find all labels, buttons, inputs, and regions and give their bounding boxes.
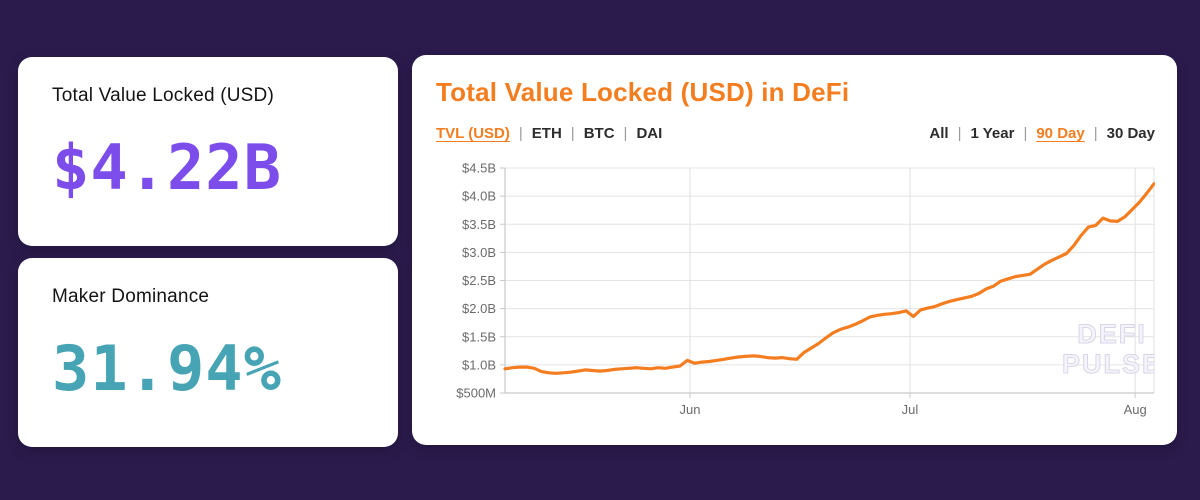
tvl-series-line (503, 182, 1156, 375)
y-axis-tick-label: $1.0B (462, 357, 496, 372)
metric-value-maker-dominance: 31.94% (52, 332, 282, 405)
metric-label-maker-dominance: Maker Dominance (52, 286, 210, 307)
range-tab-all[interactable]: All (929, 125, 949, 142)
y-axis-tick-label: $4.5B (462, 161, 496, 176)
range-tab-90-day[interactable]: 90 Day (1036, 125, 1085, 142)
tab-separator: | (623, 125, 628, 142)
series-tab-dai[interactable]: DAI (636, 125, 663, 142)
y-axis-tick-label: $3.5B (462, 217, 496, 232)
y-axis-tick-label: $4.0B (462, 189, 496, 204)
metric-label-total-value-locked: Total Value Locked (USD) (52, 85, 274, 106)
range-tab-1-year[interactable]: 1 Year (970, 125, 1015, 142)
metric-card-maker-dominance: Maker Dominance 31.94% (18, 258, 398, 447)
tab-separator: | (518, 125, 523, 142)
series-tab-eth[interactable]: ETH (531, 125, 562, 142)
tab-separator: | (1023, 125, 1028, 142)
metric-value-total-value-locked: $4.22B (52, 131, 282, 204)
range-tabs: All | 1 Year | 90 Day | 30 Day (929, 125, 1155, 142)
x-axis-tick-label: Jun (679, 402, 700, 417)
tab-separator: | (570, 125, 575, 142)
y-axis-tick-label: $500M (456, 386, 496, 401)
y-axis-tick-label: $3.0B (462, 245, 496, 260)
defi-pulse-watermark: PULSE (1062, 349, 1155, 379)
series-tab-tvl-usd[interactable]: TVL (USD) (436, 125, 510, 142)
tab-separator: | (957, 125, 962, 142)
x-axis-tick-label: Jul (902, 402, 919, 417)
x-axis-tick-label: Aug (1124, 402, 1147, 417)
series-tabs: TVL (USD) | ETH | BTC | DAI (436, 125, 662, 142)
y-axis-tick-label: $2.0B (462, 301, 496, 316)
y-axis-tick-label: $2.5B (462, 273, 496, 288)
metric-card-total-value-locked: Total Value Locked (USD) $4.22B (18, 57, 398, 246)
tvl-chart-svg: $4.5B $4.0B $3.5B $3.0B $2.5B $2.0B $1.5B $1.0B… (456, 161, 1160, 418)
chart-card: Total Value Locked (USD) in DeFi TVL (US… (412, 55, 1177, 445)
metrics-column: Total Value Locked (USD) $4.22B Maker Do… (18, 57, 398, 447)
range-tab-30-day[interactable]: 30 Day (1106, 125, 1155, 142)
dashboard: Total Value Locked (USD) $4.22B Maker Do… (18, 55, 1177, 447)
tvl-line-chart[interactable]: $4.5B $4.0B $3.5B $3.0B $2.5B $2.0B $1.5B $1.0B… (436, 152, 1160, 424)
defi-pulse-watermark: DEFI (1077, 319, 1147, 349)
tab-separator: | (1093, 125, 1098, 142)
y-axis-tick-label: $1.5B (462, 329, 496, 344)
chart-toolbar: TVL (USD) | ETH | BTC | DAI All | 1 Year | 90 Day |… (436, 125, 1155, 142)
series-tab-btc[interactable]: BTC (583, 125, 615, 142)
chart-title: Total Value Locked (USD) in DeFi (436, 77, 850, 107)
